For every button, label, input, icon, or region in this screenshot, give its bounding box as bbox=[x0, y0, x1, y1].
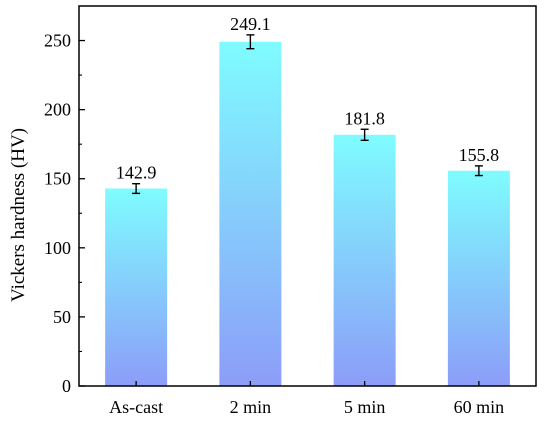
x-tick-label: 60 min bbox=[454, 397, 505, 417]
y-tick-label: 0 bbox=[62, 376, 71, 396]
x-tick-label: 5 min bbox=[344, 397, 386, 417]
bar bbox=[333, 134, 396, 386]
y-axis-label: Vickers hardness (HV) bbox=[8, 128, 29, 302]
plot-frame bbox=[78, 5, 537, 387]
bar bbox=[447, 170, 510, 386]
data-label: 142.9 bbox=[116, 163, 157, 183]
plot-area: 142.9 As-cast 249.1 2 min 181.8 5 min 155.8 60 … bbox=[44, 5, 537, 417]
data-label: 181.8 bbox=[344, 108, 385, 128]
x-tick-label: As-cast bbox=[109, 397, 163, 417]
y-tick-label: 150 bbox=[44, 169, 71, 189]
x-tick-label: 2 min bbox=[230, 397, 272, 417]
y-tick-label: 100 bbox=[44, 238, 71, 258]
data-label: 155.8 bbox=[459, 145, 500, 165]
y-tick-label: 250 bbox=[44, 31, 71, 51]
bar bbox=[105, 188, 168, 386]
y-tick-label: 200 bbox=[44, 100, 71, 120]
y-tick-label: 50 bbox=[53, 307, 71, 327]
data-label: 249.1 bbox=[230, 14, 271, 34]
bar bbox=[219, 41, 282, 386]
